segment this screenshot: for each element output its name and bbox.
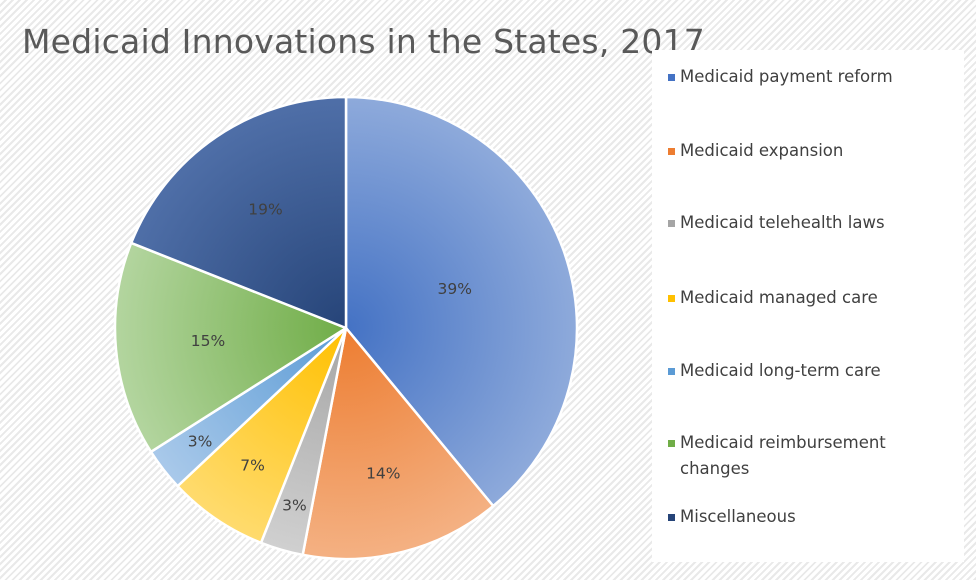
pie-slice-value-label: 15% bbox=[191, 332, 225, 350]
legend-swatch bbox=[668, 295, 675, 302]
legend-item: Medicaid long-term care bbox=[668, 358, 960, 384]
pie-slice-medicaid-expansion bbox=[301, 326, 495, 561]
pie-slice-value-label: 3% bbox=[188, 432, 213, 450]
legend-swatch bbox=[668, 514, 675, 521]
legend-label: Medicaid expansion bbox=[680, 141, 844, 160]
legend-swatch bbox=[668, 148, 675, 155]
pie-slice-value-label: 7% bbox=[240, 457, 265, 475]
pie-slice-medicaid-payment-reform bbox=[344, 95, 579, 508]
pie-slice-miscellaneous bbox=[129, 95, 348, 330]
legend-item: Miscellaneous bbox=[668, 504, 960, 530]
pie-slice-value-label: 14% bbox=[366, 464, 400, 482]
pie-slice-value-label: 39% bbox=[437, 280, 471, 298]
legend-label: Medicaid payment reform bbox=[680, 67, 893, 86]
chart-title: Medicaid Innovations in the States, 2017 bbox=[22, 22, 705, 61]
legend-label: Miscellaneous bbox=[680, 507, 796, 526]
pie-slice-medicaid-managed-care bbox=[176, 326, 348, 545]
legend-swatch bbox=[668, 220, 675, 227]
legend-item: Medicaid telehealth laws bbox=[668, 210, 960, 236]
pie-slice-medicaid-reimbursement-changes bbox=[113, 241, 348, 454]
legend-item: Medicaid payment reform bbox=[668, 64, 960, 90]
legend-swatch bbox=[668, 440, 675, 447]
legend-swatch bbox=[668, 74, 675, 81]
pie-slice-value-label: 19% bbox=[248, 201, 282, 219]
legend-label: Medicaid telehealth laws bbox=[680, 213, 885, 232]
legend-item: Medicaid managed care bbox=[668, 285, 960, 311]
legend-label: Medicaid long-term care bbox=[680, 361, 881, 380]
pie-chart: 39% 14% 3% 7% 3% 15% 19% bbox=[113, 95, 579, 561]
legend-swatch bbox=[668, 368, 675, 375]
chart-legend: Medicaid payment reform Medicaid expansio… bbox=[652, 50, 964, 562]
legend-label: Medicaid reimbursement changes bbox=[680, 433, 886, 478]
legend-item: Medicaid reimbursement changes bbox=[668, 430, 960, 482]
legend-label: Medicaid managed care bbox=[680, 288, 878, 307]
pie-slice-value-label: 3% bbox=[282, 497, 307, 515]
legend-item: Medicaid expansion bbox=[668, 138, 960, 164]
